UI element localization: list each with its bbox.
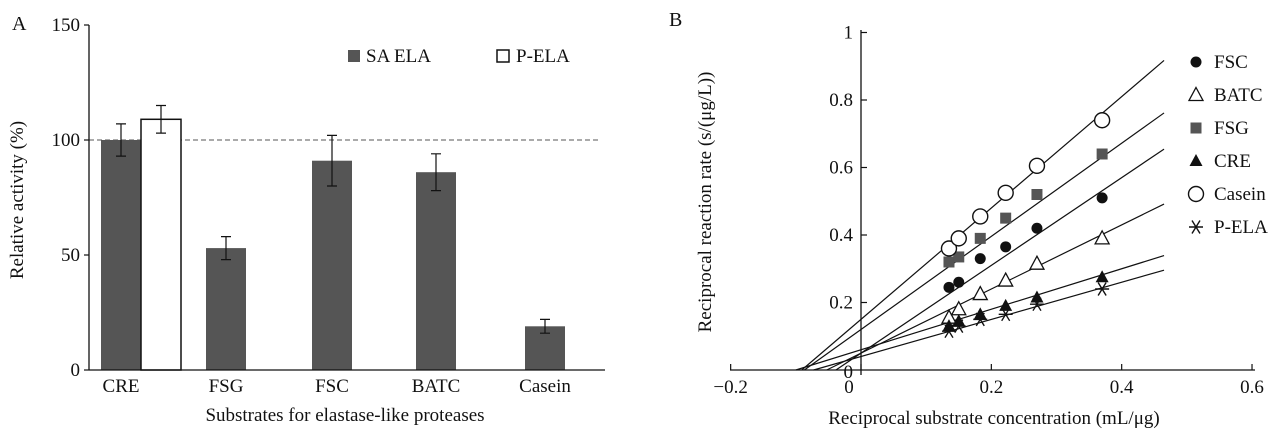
- error-bar: [540, 318, 550, 334]
- point-casein: [972, 208, 989, 225]
- panel-a-y-axis-label: Relative activity (%): [7, 121, 28, 279]
- panel-b-ticks: −0.2 0 0.2 0.4 0.6 0 0.2 0.4 0.6 0.8 1: [713, 23, 1263, 399]
- panel-a-category-label: FSC: [315, 376, 349, 397]
- panel-a-category-label: FSG: [209, 376, 244, 397]
- panel-a-legend: SA ELA P-ELA: [348, 46, 570, 67]
- point-fsc: [953, 276, 965, 288]
- point-p-ela: [1029, 297, 1044, 312]
- error-bar: [221, 236, 231, 261]
- point-batc: [997, 271, 1014, 287]
- point-casein: [1028, 157, 1046, 175]
- legend-swatch-sa-ela: [348, 50, 360, 62]
- panel-b-x-tick-label: 0.6: [1240, 377, 1264, 398]
- point-fsc: [1096, 192, 1108, 204]
- point-fsc: [1000, 241, 1012, 253]
- panel-b-y-tick-label: 0.6: [829, 158, 853, 179]
- point-cre: [973, 307, 987, 320]
- point-fsg: [1000, 212, 1012, 224]
- point-cre: [942, 319, 956, 332]
- point-fsg: [1031, 189, 1043, 200]
- panel-b-y-tick-label: 0: [844, 362, 854, 383]
- panel-a-y-tick-label: 50: [61, 245, 80, 266]
- panel-a-letter: A: [12, 13, 27, 35]
- panel-a-y-ticks: 0 50 100 150: [52, 15, 89, 381]
- panel-b-scatter-chart: B Reciprocal reaction rate (s/(μg/L)) Re…: [669, 9, 1268, 429]
- fit-line-fsc: [835, 148, 1165, 371]
- panel-a-bars: [101, 104, 565, 371]
- legend-marker-casein: [1187, 185, 1205, 203]
- legend-label-sa-ela: SA ELA: [366, 46, 431, 67]
- panel-a-category-label: BATC: [412, 376, 461, 397]
- point-p-ela: [973, 312, 988, 327]
- point-casein: [940, 240, 958, 257]
- point-cre: [1095, 270, 1109, 283]
- bar-sa-ela-cre: [101, 140, 141, 370]
- legend-label-fsg: FSG: [1214, 118, 1249, 139]
- point-batc: [972, 285, 989, 301]
- point-batc: [950, 300, 967, 316]
- panel-b-x-tick-label: 0: [844, 377, 854, 398]
- point-fsg: [943, 256, 955, 268]
- panel-a-bar-chart: A Relative activity (%) Substrates for e…: [7, 13, 605, 426]
- panel-a-category-label: CRE: [103, 376, 140, 397]
- point-fsc: [943, 281, 955, 293]
- panel-a-category-label: Casein: [519, 376, 571, 397]
- panel-a-x-axis-label: Substrates for elastase-like proteases: [205, 405, 484, 426]
- error-bar: [156, 104, 166, 134]
- point-fsc: [1031, 222, 1043, 234]
- legend-label-casein: Casein: [1214, 184, 1266, 205]
- panel-b-points: [940, 112, 1111, 339]
- point-fsc: [974, 253, 986, 265]
- legend-marker-p-ela: [1189, 220, 1203, 234]
- legend-marker-batc: [1187, 86, 1205, 102]
- point-casein: [950, 230, 967, 247]
- legend-label-cre: CRE: [1214, 151, 1251, 172]
- panel-b-x-axis-label: Reciprocal substrate concentration (mL/μ…: [828, 408, 1159, 429]
- legend-marker-fsg: [1190, 122, 1202, 134]
- panel-b-x-tick-label: −0.2: [713, 377, 747, 398]
- bar-sa-ela-batc: [416, 172, 456, 370]
- point-casein: [997, 184, 1014, 202]
- panel-b-y-tick-label: 1: [844, 23, 854, 44]
- panel-b-y-tick-label: 0.2: [829, 293, 853, 314]
- legend-marker-cre: [1189, 154, 1203, 166]
- legend-label-p-ela: P-ELA: [1214, 217, 1268, 238]
- bar-p-ela-cre: [140, 118, 182, 371]
- panel-b-letter: B: [669, 9, 682, 31]
- panel-b-x-tick-label: 0.4: [1110, 377, 1134, 398]
- bar-sa-ela-fsg: [206, 248, 246, 370]
- point-fsg: [1096, 148, 1108, 160]
- legend-swatch-p-ela: [496, 49, 510, 63]
- legend-label-batc: BATC: [1214, 85, 1263, 106]
- fit-line-p-ela: [813, 269, 1165, 371]
- error-bar: [116, 123, 126, 157]
- point-p-ela: [1095, 282, 1110, 296]
- panel-b-y-tick-label: 0.4: [829, 225, 853, 246]
- point-fsg: [953, 251, 965, 263]
- point-fsg: [974, 232, 986, 244]
- point-cre: [999, 298, 1013, 311]
- panel-a-y-tick-label: 0: [71, 360, 81, 381]
- legend-label-fsc: FSC: [1214, 52, 1248, 73]
- legend-marker-fsc: [1190, 56, 1202, 68]
- point-p-ela: [951, 319, 966, 333]
- point-casein: [1093, 112, 1111, 129]
- panel-b-y-tick-label: 0.8: [829, 90, 853, 111]
- point-cre: [952, 314, 966, 327]
- bar-sa-ela-fsc: [312, 160, 352, 370]
- legend-label-p-ela: P-ELA: [516, 46, 570, 67]
- point-p-ela: [998, 307, 1013, 322]
- point-batc: [1094, 229, 1111, 245]
- panel-b-x-tick-label: 0.2: [979, 377, 1003, 398]
- point-p-ela: [941, 324, 956, 339]
- panel-a-y-tick-label: 100: [52, 130, 81, 151]
- panel-b-legend: FSC BATC FSG CRE Casein P-ELA: [1187, 52, 1268, 238]
- error-bar: [327, 134, 337, 187]
- panel-a-category-labels: CRE FSG FSC BATC Casein: [103, 376, 572, 397]
- panel-b-y-axis-label: Reciprocal reaction rate (s/(μg/L)): [695, 72, 716, 333]
- error-bar: [431, 153, 441, 192]
- point-batc: [1028, 254, 1046, 270]
- panel-a-y-tick-label: 150: [52, 15, 81, 36]
